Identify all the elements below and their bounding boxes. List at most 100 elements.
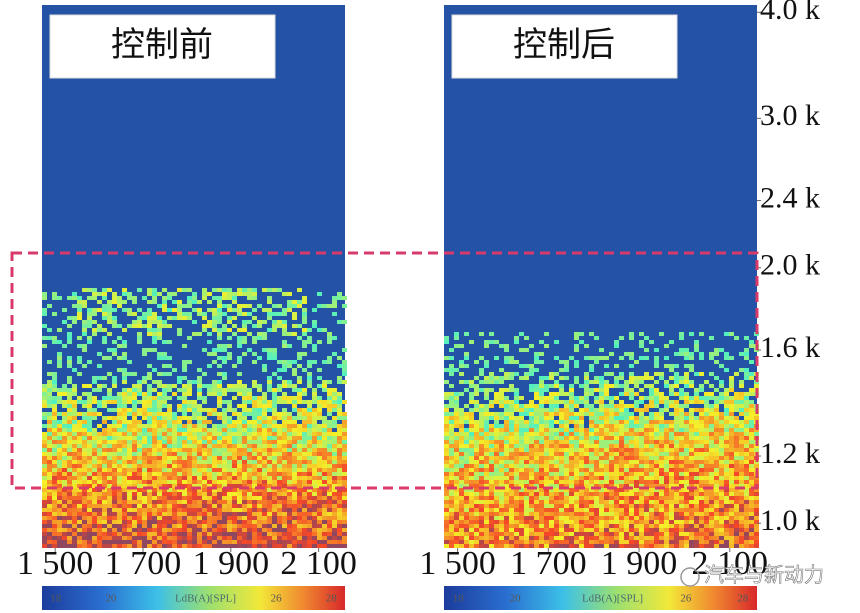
spectrogram-cell: [744, 400, 749, 404]
spectrogram-cell: [509, 424, 514, 428]
spectrogram-cell: [227, 456, 232, 460]
spectrogram-cell: [464, 440, 469, 444]
spectrogram-cell: [609, 428, 614, 432]
spectrogram-cell: [549, 428, 554, 432]
spectrogram-cell: [177, 480, 182, 484]
spectrogram-cell: [534, 360, 539, 364]
spectrogram-cell: [574, 432, 579, 436]
spectrogram-cell: [327, 424, 332, 428]
spectrogram-cell: [719, 400, 724, 404]
spectrogram-cell: [734, 464, 739, 468]
spectrogram-cell: [479, 492, 484, 496]
spectrogram-cell: [272, 480, 277, 484]
spectrogram-cell: [242, 408, 247, 412]
spectrogram-cell: [47, 476, 52, 480]
spectrogram-cell: [277, 376, 282, 380]
spectrogram-cell: [107, 472, 112, 476]
spectrogram-cell: [82, 540, 87, 544]
spectrogram-cell: [494, 424, 499, 428]
spectrogram-cell: [62, 472, 67, 476]
spectrogram-cell: [112, 436, 117, 440]
spectrogram-cell: [42, 432, 47, 436]
spectrogram-cell: [614, 440, 619, 444]
spectrogram-cell: [227, 320, 232, 324]
spectrogram-cell: [524, 424, 529, 428]
spectrogram-cell: [539, 396, 544, 400]
spectrogram-cell: [282, 448, 287, 452]
spectrogram-cell: [474, 480, 479, 484]
spectrogram-cell: [117, 408, 122, 412]
spectrogram-cell: [267, 436, 272, 440]
spectrogram-cell: [539, 416, 544, 420]
spectrogram-cell: [272, 512, 277, 516]
spectrogram-cell: [444, 496, 449, 500]
spectrogram-cell: [62, 320, 67, 324]
spectrogram-cell: [232, 440, 237, 444]
spectrogram-cell: [549, 480, 554, 484]
spectrogram-cell: [167, 428, 172, 432]
spectrogram-cell: [464, 464, 469, 468]
spectrogram-cell: [454, 496, 459, 500]
spectrogram-cell: [62, 404, 67, 408]
spectrogram-cell: [137, 504, 142, 508]
spectrogram-cell: [227, 296, 232, 300]
spectrogram-cell: [619, 492, 624, 496]
spectrogram-cell: [272, 320, 277, 324]
spectrogram-cell: [102, 404, 107, 408]
spectrogram-cell: [524, 448, 529, 452]
spectrogram-cell: [192, 308, 197, 312]
spectrogram-cell: [222, 500, 227, 504]
spectrogram-cell: [312, 500, 317, 504]
spectrogram-cell: [594, 464, 599, 468]
spectrogram-cell: [659, 408, 664, 412]
spectrogram-cell: [42, 336, 47, 340]
spectrogram-cell: [232, 444, 237, 448]
spectrogram-cell: [162, 452, 167, 456]
spectrogram-cell: [709, 416, 714, 420]
spectrogram-cell: [317, 532, 322, 536]
spectrogram-cell: [312, 440, 317, 444]
spectrogram-cell: [484, 496, 489, 500]
spectrogram-cell: [92, 396, 97, 400]
spectrogram-cell: [317, 528, 322, 532]
spectrogram-cell: [719, 500, 724, 504]
spectrogram-cell: [82, 468, 87, 472]
spectrogram-cell: [122, 380, 127, 384]
spectrogram-cell: [232, 364, 237, 368]
spectrogram-cell: [619, 408, 624, 412]
spectrogram-cell: [579, 456, 584, 460]
spectrogram-cell: [629, 448, 634, 452]
spectrogram-cell: [82, 500, 87, 504]
spectrogram-cell: [252, 448, 257, 452]
spectrogram-cell: [654, 440, 659, 444]
spectrogram-cell: [579, 472, 584, 476]
spectrogram-cell: [167, 308, 172, 312]
spectrogram-cell: [302, 352, 307, 356]
spectrogram-cell: [72, 452, 77, 456]
spectrogram-cell: [489, 332, 494, 336]
spectrogram-cell: [72, 400, 77, 404]
spectrogram-cell: [152, 448, 157, 452]
spectrogram-cell: [57, 440, 62, 444]
spectrogram-cell: [132, 436, 137, 440]
spectrogram-cell: [202, 468, 207, 472]
spectrogram-cell: [479, 368, 484, 372]
spectrogram-cell: [192, 444, 197, 448]
spectrogram-cell: [554, 500, 559, 504]
spectrogram-cell: [444, 416, 449, 420]
spectrogram-cell: [529, 508, 534, 512]
spectrogram-cell: [202, 328, 207, 332]
spectrogram-cell: [237, 360, 242, 364]
spectrogram-cell: [217, 384, 222, 388]
spectrogram-cell: [62, 384, 67, 388]
spectrogram-cell: [649, 424, 654, 428]
spectrogram-cell: [102, 492, 107, 496]
spectrogram-cell: [207, 352, 212, 356]
spectrogram-cell: [549, 372, 554, 376]
spectrogram-cell: [267, 424, 272, 428]
spectrogram-cell: [674, 400, 679, 404]
spectrogram-cell: [544, 400, 549, 404]
spectrogram-cell: [217, 484, 222, 488]
spectrogram-cell: [734, 428, 739, 432]
spectrogram-cell: [222, 536, 227, 540]
